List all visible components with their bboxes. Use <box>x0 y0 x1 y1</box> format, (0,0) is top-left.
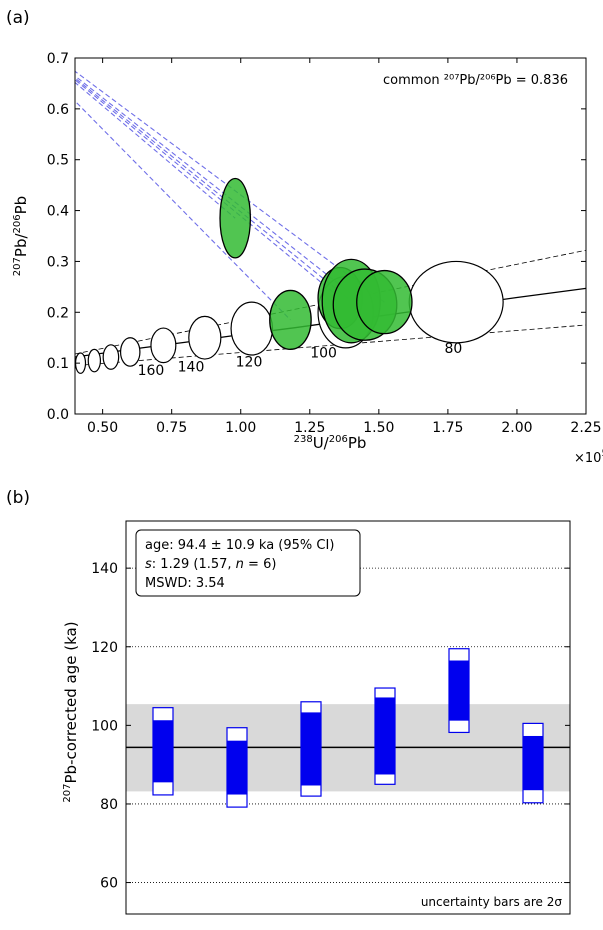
concordia-age-ellipse <box>102 344 120 370</box>
xlabel-a-sup: 238 <box>294 434 313 445</box>
panel-a-plot-area <box>75 70 586 374</box>
ylabel-b-text: Pb-corrected age (ka) <box>62 621 80 783</box>
info-box-frame <box>135 529 361 597</box>
envelope-lower-line <box>75 324 586 367</box>
panel-b-y-axis-label: 207Pb-corrected age (ka) <box>62 621 80 802</box>
mixing-line <box>75 100 291 321</box>
concordia-age-ellipse <box>188 315 222 360</box>
x-tick-label-a: 1.25 <box>294 420 325 436</box>
y-tick-label-a: 0.6 <box>47 102 69 118</box>
info-n-italic: n <box>236 557 244 572</box>
concordia-age-ellipse <box>150 327 177 364</box>
age-label: 140 <box>178 359 205 375</box>
concordia-age-ellipse <box>87 348 102 373</box>
x-tick-label-a: 2.00 <box>501 420 532 436</box>
panel-b-footnote: uncertainty bars are 2σ <box>421 895 563 909</box>
panel-a-annotation: common ²⁰⁷Pb/²⁰⁶Pb = 0.836 <box>383 73 568 88</box>
y-tick-label-a: 0.5 <box>47 153 69 169</box>
y-tick-label-a: 0.0 <box>47 407 69 423</box>
mixing-line <box>75 77 352 302</box>
y-tick-label-a: 0.4 <box>47 204 69 220</box>
info-line-mswd: MSWD: 3.54 <box>145 576 225 591</box>
ylabel-a-mid: Pb/ <box>12 233 30 258</box>
mixing-line <box>75 75 366 306</box>
ylabel-b-sup: 207 <box>62 783 73 802</box>
panel-a-x-axis-label: 238U/206Pb <box>294 434 367 452</box>
panel-a-frame <box>74 57 587 415</box>
age-bar-inner <box>449 660 469 721</box>
panel-a-label: (a) <box>6 8 30 28</box>
concordia-age-ellipse <box>408 260 504 344</box>
xlabel-a-sup2: 206 <box>329 434 348 445</box>
info-s-italic: s <box>145 557 152 572</box>
info-line-age: age: 94.4 ± 10.9 ka (95% CI) <box>145 538 334 553</box>
age-bar-inner <box>301 712 321 786</box>
ylabel-a-sup: 207 <box>12 257 23 276</box>
x-tick-label-a: 1.00 <box>225 420 256 436</box>
ylabel-a-sup2: 206 <box>12 214 23 233</box>
data-ellipse <box>356 269 413 335</box>
x-tick-label-a: 2.25 <box>570 420 601 436</box>
panel-a-ticks: 0.50 0.75 1.00 1.25 1.50 1.75 2.00 2.25 0.0 0.1 0.… <box>47 51 602 436</box>
data-ellipse <box>269 289 312 351</box>
panel-b-frame <box>125 520 571 915</box>
mixing-line <box>75 70 385 303</box>
ylabel-a-end: Pb <box>12 196 30 215</box>
panel-a-x-multiplier: ×105 <box>574 449 603 466</box>
panel-b-label: (b) <box>6 488 30 508</box>
xlabel-a-end: Pb <box>348 434 367 452</box>
concordia-age-ellipse <box>119 337 141 367</box>
y-tick-label-b: 100 <box>91 718 118 734</box>
concordia-age-ellipse <box>230 301 274 356</box>
age-label: 120 <box>236 355 263 371</box>
age-bar-inner <box>153 720 173 783</box>
panel-a-age-labels: 160 140 120 100 80 <box>138 341 463 379</box>
x-multiplier-exp: 5 <box>601 449 603 459</box>
age-bar-inner <box>227 740 247 795</box>
panel-b-info-box: age: 94.4 ± 10.9 ka (95% CI) s: 1.29 (1.… <box>135 529 361 597</box>
y-tick-label-b: 60 <box>100 876 118 892</box>
y-tick-label-a: 0.7 <box>47 51 69 67</box>
x-tick-label-a: 0.75 <box>156 420 187 436</box>
y-tick-label-b: 140 <box>91 561 118 577</box>
age-bar-inner <box>523 735 543 791</box>
info-s-rest: : 1.29 (1.57, <box>152 557 236 572</box>
info-line-s: s: 1.29 (1.57, n = 6) <box>145 557 276 572</box>
age-label: 160 <box>138 363 165 379</box>
y-tick-label-b: 80 <box>100 797 118 813</box>
panel-b-ticks: 60 80 100 120 140 <box>91 561 570 892</box>
data-ellipse <box>219 177 252 259</box>
age-bar-inner <box>375 697 395 775</box>
mixing-line <box>75 79 341 299</box>
panel-b-plot-area <box>126 567 570 883</box>
age-label: 80 <box>445 341 463 357</box>
info-s-end: = 6) <box>244 557 277 572</box>
age-label: 100 <box>310 346 337 362</box>
panel-a-y-axis-label: 207Pb/206Pb <box>12 196 30 276</box>
xlabel-a-mid: U/ <box>313 434 330 452</box>
x-tick-label-a: 1.50 <box>363 420 394 436</box>
x-tick-label-a: 1.75 <box>432 420 463 436</box>
x-multiplier-base: ×10 <box>574 451 601 466</box>
y-tick-label-a: 0.1 <box>47 356 69 372</box>
y-tick-label-a: 0.3 <box>47 254 69 270</box>
x-tick-label-a: 0.50 <box>87 420 118 436</box>
panel-a: (a) 0.50 0.75 1.00 1.25 1.50 1.75 2.00 2.250.00… <box>6 8 603 466</box>
panel-b: (b) 60 80 100 120 140 207Pb-corrected age (k… <box>6 488 571 915</box>
y-tick-label-b: 120 <box>91 640 118 656</box>
mixing-line <box>75 81 236 219</box>
y-tick-label-a: 0.2 <box>47 305 69 321</box>
